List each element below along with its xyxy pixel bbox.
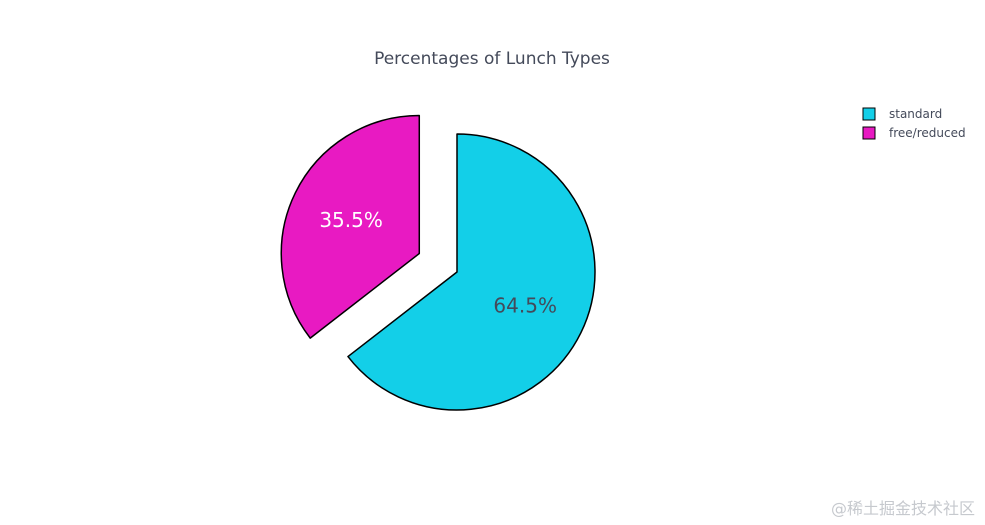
legend-swatch[interactable] — [862, 126, 876, 140]
legend-entry-label[interactable]: standard — [889, 107, 942, 121]
pie-slices — [280, 114, 596, 411]
chart-title: Percentages of Lunch Types — [374, 49, 610, 69]
legend-entry-label[interactable]: free/reduced — [889, 126, 966, 140]
pie-slice-labels: 64.5% 35.5% — [319, 208, 557, 317]
legend-swatch[interactable] — [862, 107, 876, 121]
legend: standard free/reduced — [862, 107, 966, 140]
pie-slice-free-reduced — [280, 114, 421, 339]
watermark: @稀土掘金技术社区 — [830, 499, 975, 518]
pie-slice-standard — [347, 133, 596, 411]
pie-slice-label: 35.5% — [319, 208, 383, 232]
pie-slice-label: 64.5% — [493, 293, 557, 317]
